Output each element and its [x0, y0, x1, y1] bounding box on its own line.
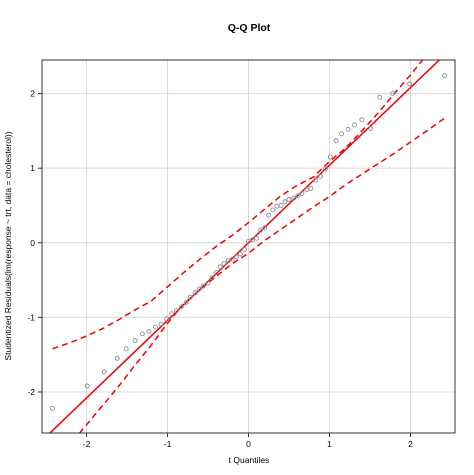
- data-point: [327, 154, 333, 160]
- data-point: [318, 173, 324, 179]
- chart-title: Q-Q Plot: [228, 22, 271, 34]
- data-point: [291, 195, 297, 201]
- data-point: [221, 261, 227, 267]
- data-point: [132, 338, 138, 343]
- data-point: [345, 126, 351, 132]
- data-point: [209, 275, 215, 281]
- y-tick-label: -2: [27, 387, 35, 397]
- data-point: [313, 177, 319, 183]
- data-point: [178, 304, 184, 310]
- data-point: [352, 122, 358, 128]
- y-tick-label: 2: [30, 89, 35, 99]
- data-point: [246, 238, 251, 244]
- data-point: [339, 131, 345, 137]
- data-point: [50, 405, 55, 411]
- x-tick-label: -1: [164, 439, 172, 449]
- data-point: [308, 185, 314, 191]
- data-point: [200, 283, 206, 289]
- data-point: [333, 138, 339, 144]
- y-tick-label: 1: [30, 163, 35, 173]
- x-tick-label: 0: [246, 439, 251, 449]
- envelope-lower-line: [78, 117, 445, 433]
- grid-lines: [42, 60, 455, 433]
- data-point: [101, 369, 107, 375]
- data-point: [368, 126, 374, 132]
- data-point: [173, 308, 179, 314]
- data-point: [205, 280, 211, 286]
- y-axis-ticks: -2 -1 0 1 2: [27, 89, 42, 397]
- y-tick-label: -1: [27, 312, 35, 322]
- data-point: [114, 355, 120, 361]
- data-point: [225, 258, 231, 264]
- data-point: [169, 311, 175, 317]
- data-point: [250, 237, 255, 243]
- x-tick-label: 2: [408, 439, 413, 449]
- data-point: [164, 316, 170, 322]
- data-point: [282, 199, 288, 205]
- data-point: [322, 166, 328, 172]
- data-points: [50, 73, 447, 411]
- data-point: [286, 197, 292, 202]
- data-point: [229, 256, 235, 262]
- data-point: [377, 94, 383, 100]
- data-point: [258, 227, 264, 233]
- data-point: [262, 225, 268, 231]
- data-point: [242, 247, 247, 252]
- data-point: [359, 117, 365, 123]
- data-point: [266, 212, 272, 218]
- x-tick-label: 1: [327, 439, 332, 449]
- data-point: [217, 264, 223, 270]
- data-point: [213, 270, 219, 276]
- data-point: [152, 324, 158, 330]
- data-point: [254, 235, 260, 241]
- reference-line-group: [48, 60, 441, 433]
- data-point: [299, 191, 305, 196]
- data-point: [390, 91, 396, 97]
- data-point: [146, 329, 152, 334]
- data-point: [192, 290, 198, 296]
- data-point: [295, 193, 301, 199]
- data-point: [158, 321, 164, 327]
- data-point: [304, 187, 310, 193]
- data-point: [187, 294, 193, 300]
- data-point: [84, 383, 90, 389]
- data-point: [278, 203, 284, 208]
- data-point: [237, 251, 243, 257]
- x-tick-label: -2: [83, 439, 91, 449]
- envelope-upper-line: [52, 60, 424, 350]
- y-axis-label: Studentized Residuals(lm(response ~ trt,…: [3, 131, 13, 360]
- data-point: [270, 207, 276, 213]
- data-point: [233, 254, 239, 260]
- confidence-envelope: [52, 60, 445, 433]
- x-axis-ticks: -2 -1 0 1 2: [83, 433, 413, 449]
- data-point: [407, 81, 413, 87]
- y-tick-label: 0: [30, 238, 35, 248]
- data-point: [139, 331, 145, 337]
- data-point: [123, 346, 129, 352]
- x-axis-label: t Quantiles: [229, 455, 270, 465]
- data-point: [196, 286, 202, 292]
- reference-line: [48, 60, 441, 433]
- data-point: [183, 300, 189, 305]
- data-point: [442, 73, 447, 79]
